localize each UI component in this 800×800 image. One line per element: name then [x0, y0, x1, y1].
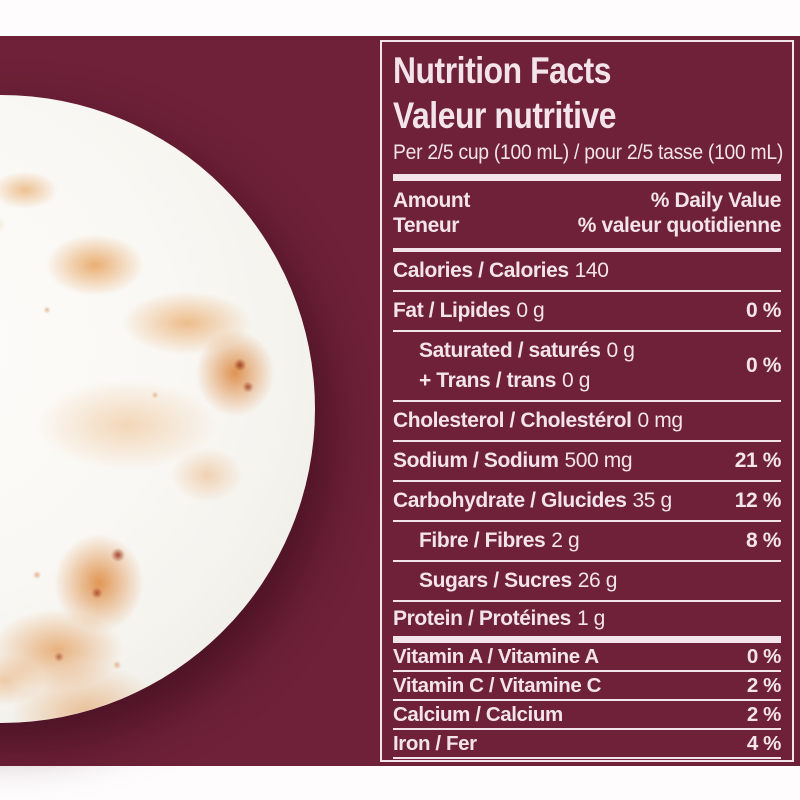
- micronutrient-name: Calcium / Calcium: [393, 702, 563, 726]
- separator-thin: [393, 600, 781, 602]
- daily-value-percent: 12 %: [734, 489, 782, 512]
- row-iron: Iron / Fer 4 %: [393, 730, 781, 757]
- nutrient-name: + Trans / trans: [419, 369, 556, 392]
- daily-value-percent: 4 %: [746, 731, 782, 755]
- daily-value-percent: 0 %: [746, 644, 782, 668]
- daily-value-percent: 2 %: [746, 673, 782, 697]
- daily-value-percent: 0 %: [746, 299, 781, 322]
- row-fibre: Fibre / Fibres 2 g 8 %: [393, 522, 781, 560]
- serving-size: Per 2/5 cup (100 mL) / pour 2/5 tasse (1…: [393, 141, 784, 164]
- daily-value-percent: 2 %: [746, 702, 782, 726]
- nutrient-name: Protein / Protéines: [393, 607, 571, 630]
- separator-thin: [393, 728, 781, 730]
- header-row-english: Amount % Daily Value: [393, 188, 781, 213]
- daily-value-percent: 8 %: [746, 529, 781, 552]
- header-row-french: Teneur % valeur quotidienne: [393, 213, 781, 238]
- nutrient-amount: 0 g: [606, 339, 635, 362]
- row-fat: Fat / Lipides 0 g 0 %: [393, 292, 781, 330]
- nutrient-name: Fat / Lipides: [393, 299, 511, 322]
- nutrition-facts-panel: Nutrition Facts Valeur nutritive Per 2/5…: [380, 40, 794, 762]
- row-vitamin-a: Vitamin A / Vitamine A 0 %: [393, 643, 781, 670]
- row-calories: Calories / Calories 140: [393, 252, 781, 290]
- daily-value-label-fr: % valeur quotidienne: [577, 214, 782, 237]
- micronutrient-name: Vitamin A / Vitamine A: [393, 644, 599, 668]
- row-sugars: Sugars / Sucres 26 g: [393, 562, 781, 600]
- row-vitamin-c: Vitamin C / Vitamine C 2 %: [393, 672, 781, 699]
- nutrient-amount: 140: [574, 259, 609, 282]
- micronutrient-name: Iron / Fer: [393, 731, 477, 755]
- separator-thin: [393, 440, 781, 442]
- row-saturated-trans: Saturated / saturés 0 g + Trans / trans 0 …: [393, 332, 781, 400]
- separator-thin: [393, 330, 781, 332]
- daily-value-label-en: % Daily Value: [650, 189, 782, 212]
- separator-medium: [393, 248, 781, 252]
- daily-value-percent: 0 %: [746, 354, 781, 377]
- separator-thin: [393, 560, 781, 562]
- separator-thin: [393, 290, 781, 292]
- nutrient-name: Fibre / Fibres: [419, 529, 546, 552]
- separator-thin: [393, 699, 781, 701]
- nutrient-name: Cholesterol / Cholestérol: [393, 409, 632, 432]
- daily-value-percent: 21 %: [734, 449, 782, 472]
- row-cholesterol: Cholesterol / Cholestérol 0 mg: [393, 402, 781, 440]
- amount-label-en: Amount: [393, 189, 470, 212]
- row-sodium: Sodium / Sodium 500 mg 21 %: [393, 442, 781, 480]
- nutrient-name: Saturated / saturés: [419, 339, 601, 362]
- separator-thin: [393, 757, 781, 759]
- nutrient-amount: 35 g: [632, 489, 673, 512]
- separator-thick-top: [393, 174, 781, 181]
- nutrient-amount: 0 mg: [637, 409, 683, 432]
- title-french: Valeur nutritive: [393, 95, 617, 136]
- nutrient-amount: 2 g: [551, 529, 580, 552]
- separator-thin: [393, 400, 781, 402]
- title-english: Nutrition Facts: [393, 50, 612, 91]
- nutrient-amount: 0 g: [516, 299, 545, 322]
- nutrient-amount: 500 mg: [564, 449, 633, 472]
- separator-thick-bottom: [393, 636, 781, 643]
- row-carbohydrate: Carbohydrate / Glucides 35 g 12 %: [393, 482, 781, 520]
- nutrient-name: Calories / Calories: [393, 259, 569, 282]
- separator-thin: [393, 670, 781, 672]
- row-protein: Protein / Protéines 1 g: [393, 602, 781, 636]
- nutrient-name: Sugars / Sucres: [419, 569, 572, 592]
- nutrient-name: Sodium / Sodium: [393, 449, 559, 472]
- separator-thin: [393, 520, 781, 522]
- amount-label-fr: Teneur: [393, 214, 460, 237]
- row-calcium: Calcium / Calcium 2 %: [393, 701, 781, 728]
- nutrient-amount: 26 g: [577, 569, 618, 592]
- micronutrient-name: Vitamin C / Vitamine C: [393, 673, 602, 697]
- nutrient-name: Carbohydrate / Glucides: [393, 489, 627, 512]
- nutrient-amount: 0 g: [561, 369, 590, 392]
- separator-thin: [393, 480, 781, 482]
- nutrient-amount: 1 g: [576, 607, 605, 630]
